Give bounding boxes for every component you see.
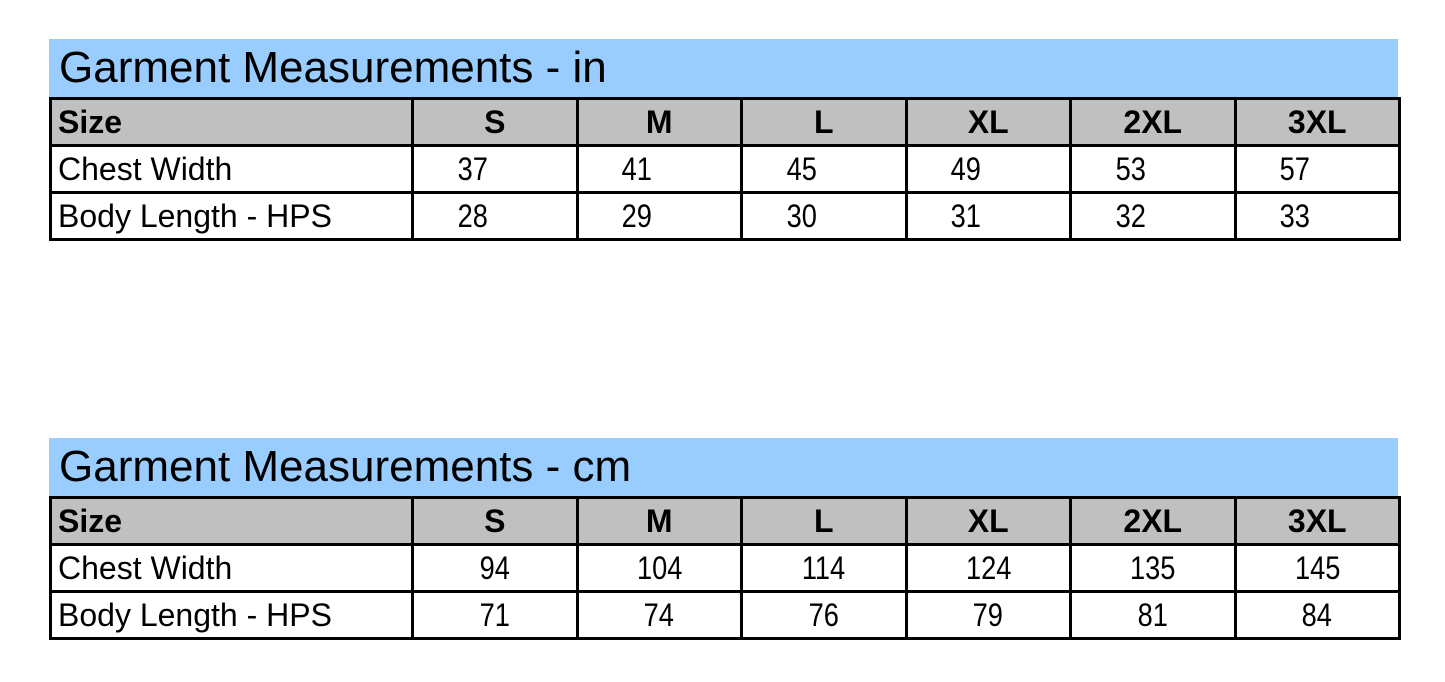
measurement-table-block: Garment Measurements - cm Size S M L XL 2XL 3X… [49, 438, 1401, 640]
measurement-table: Size S M L XL 2XL 3XL Chest Width 94 104 114 124 135… [49, 496, 1401, 640]
header-cell: XL [904, 97, 1072, 147]
measurement-table-block: Garment Measurements - in Size S M L XL 2XL 3X… [49, 39, 1401, 241]
header-cell: S [411, 496, 579, 546]
value: 79 [973, 597, 1004, 633]
value-cell: 124 [904, 543, 1072, 593]
value-cell: 41 [575, 144, 743, 194]
table-row: Body Length - HPS 28 29 30 31 32 33 [49, 191, 1401, 241]
value: 104 [636, 550, 682, 586]
value-cell: 33 [1233, 191, 1401, 241]
value-cell: 79 [904, 590, 1072, 640]
value: 81 [1137, 597, 1168, 633]
value-cell: 84 [1233, 590, 1401, 640]
value: 29 [622, 198, 653, 234]
value: 76 [808, 597, 839, 633]
value-cell: 53 [1069, 144, 1237, 194]
value: 49 [951, 151, 982, 187]
header-cell: 2XL [1069, 496, 1237, 546]
table-row: Body Length - HPS 71 74 76 79 81 84 [49, 590, 1401, 640]
row-label: Body Length - HPS [49, 590, 414, 640]
header-cell: XL [904, 496, 1072, 546]
value: 30 [786, 198, 817, 234]
value: 28 [457, 198, 488, 234]
value-cell: 28 [411, 191, 579, 241]
table-row: Chest Width 94 104 114 124 135 145 [49, 543, 1401, 593]
header-cell: L [740, 496, 908, 546]
header-row: Size S M L XL 2XL 3XL [49, 97, 1401, 147]
value-cell: 114 [740, 543, 908, 593]
value: 32 [1115, 198, 1146, 234]
row-label: Body Length - HPS [49, 191, 414, 241]
table-title: Garment Measurements - cm [49, 438, 1398, 496]
value-cell: 71 [411, 590, 579, 640]
value: 84 [1302, 597, 1333, 633]
header-cell: 3XL [1233, 97, 1401, 147]
value: 33 [1280, 198, 1311, 234]
value-cell: 76 [740, 590, 908, 640]
row-label: Chest Width [49, 144, 414, 194]
header-row: Size S M L XL 2XL 3XL [49, 496, 1401, 546]
value-cell: 145 [1233, 543, 1401, 593]
value: 94 [479, 550, 510, 586]
header-cell: L [740, 97, 908, 147]
table-row: Chest Width 37 41 45 49 53 57 [49, 144, 1401, 194]
value: 41 [622, 151, 653, 187]
value-cell: 31 [904, 191, 1072, 241]
header-cell: 2XL [1069, 97, 1237, 147]
measurement-table: Size S M L XL 2XL 3XL Chest Width 37 41 45 49 53 57 Bo… [49, 97, 1401, 241]
value-cell: 94 [411, 543, 579, 593]
value-cell: 37 [411, 144, 579, 194]
table-title: Garment Measurements - in [49, 39, 1398, 97]
value-cell: 57 [1233, 144, 1401, 194]
value-cell: 29 [575, 191, 743, 241]
value: 57 [1280, 151, 1311, 187]
header-cell: M [575, 97, 743, 147]
value-cell: 104 [575, 543, 743, 593]
value-cell: 32 [1069, 191, 1237, 241]
value-cell: 30 [740, 191, 908, 241]
value: 53 [1115, 151, 1146, 187]
value-cell: 81 [1069, 590, 1237, 640]
value: 37 [457, 151, 488, 187]
value-cell: 45 [740, 144, 908, 194]
value: 114 [802, 550, 846, 586]
value: 71 [479, 597, 510, 633]
value-cell: 74 [575, 590, 743, 640]
header-cell: Size [49, 97, 414, 147]
value: 74 [644, 597, 675, 633]
value: 145 [1294, 550, 1340, 586]
value-cell: 135 [1069, 543, 1237, 593]
header-cell: S [411, 97, 579, 147]
value-cell: 49 [904, 144, 1072, 194]
header-cell: Size [49, 496, 414, 546]
header-cell: 3XL [1233, 496, 1401, 546]
value: 31 [951, 198, 982, 234]
header-cell: M [575, 496, 743, 546]
value: 124 [965, 550, 1011, 586]
value: 45 [786, 151, 817, 187]
row-label: Chest Width [49, 543, 414, 593]
value: 135 [1130, 550, 1176, 586]
